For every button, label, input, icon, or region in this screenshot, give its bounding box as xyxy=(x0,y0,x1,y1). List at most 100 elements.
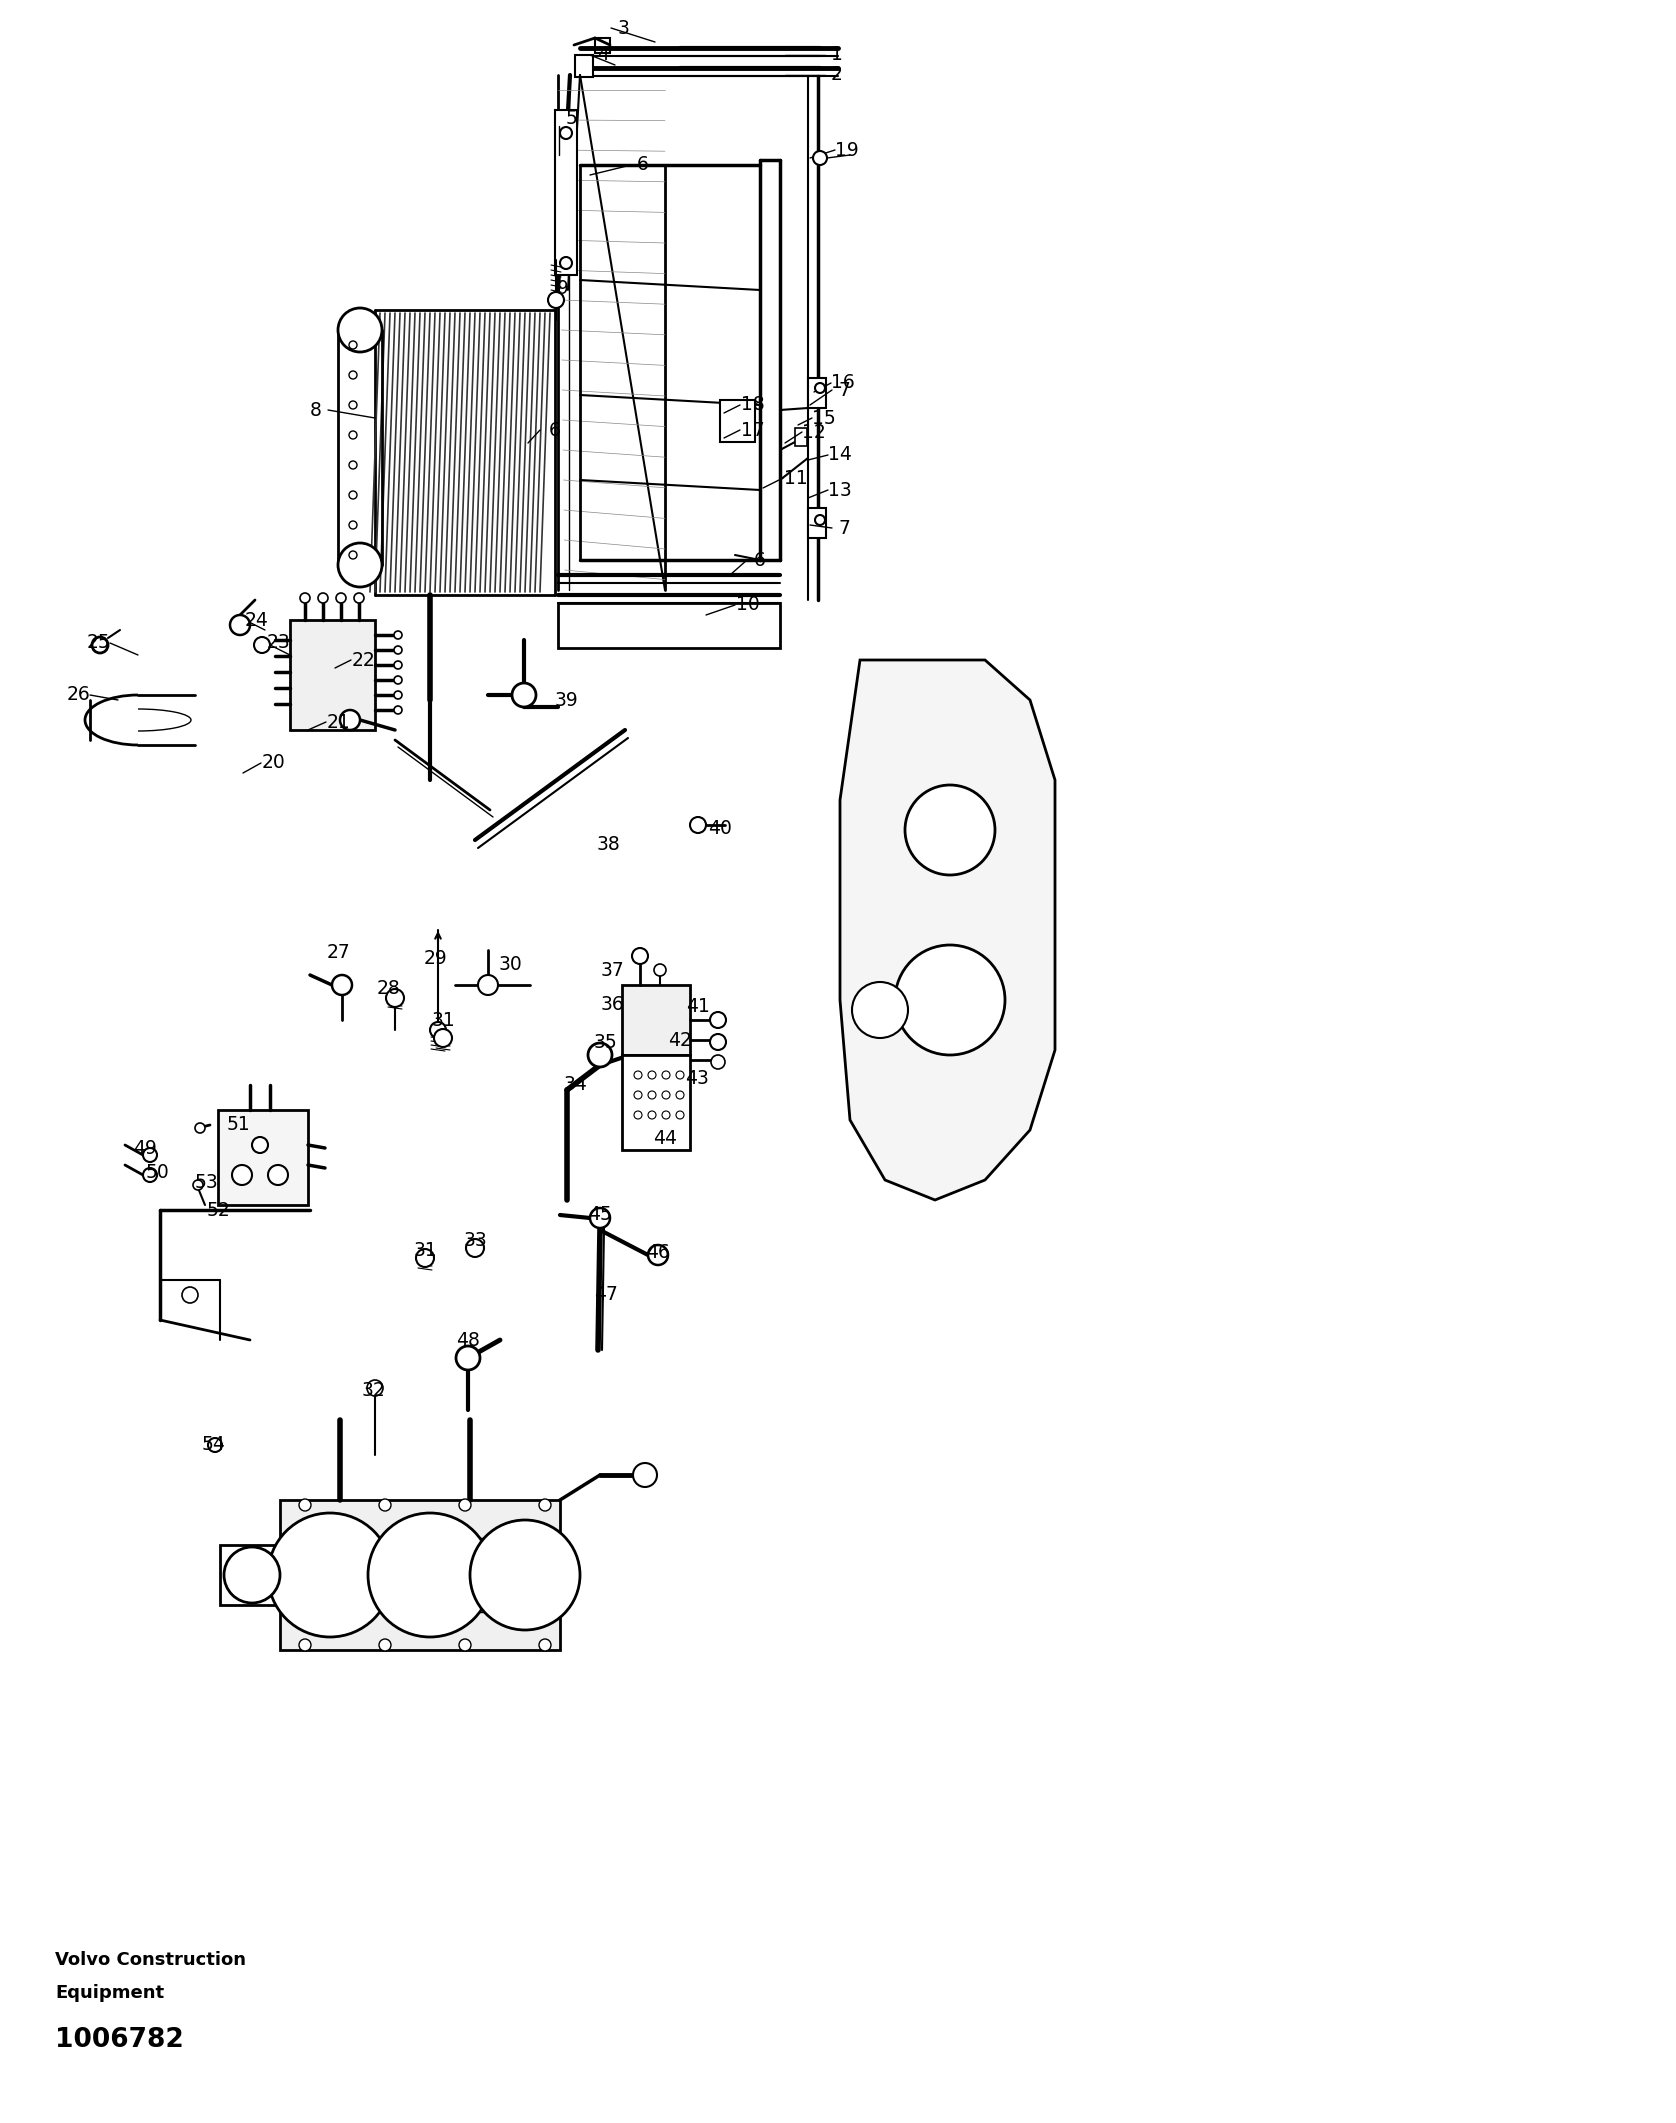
Text: 34: 34 xyxy=(563,1076,587,1095)
Text: 15: 15 xyxy=(813,408,836,427)
Text: 30: 30 xyxy=(498,955,521,974)
Text: 41: 41 xyxy=(685,998,711,1017)
Circle shape xyxy=(251,1138,268,1153)
Circle shape xyxy=(394,690,402,698)
Circle shape xyxy=(394,631,402,639)
Text: 26: 26 xyxy=(65,686,91,705)
Circle shape xyxy=(394,707,402,713)
Text: 38: 38 xyxy=(597,836,620,853)
Circle shape xyxy=(851,983,908,1038)
Bar xyxy=(220,1546,285,1605)
Circle shape xyxy=(469,1520,580,1630)
Circle shape xyxy=(394,675,402,684)
Circle shape xyxy=(208,1437,221,1452)
Text: 24: 24 xyxy=(245,611,268,631)
Bar xyxy=(622,985,691,1055)
Circle shape xyxy=(349,552,357,558)
Bar xyxy=(555,110,577,276)
Text: 21: 21 xyxy=(327,713,350,732)
Text: 36: 36 xyxy=(600,996,623,1015)
Text: 33: 33 xyxy=(463,1231,486,1250)
Circle shape xyxy=(339,543,382,586)
Circle shape xyxy=(815,382,825,393)
Circle shape xyxy=(634,1110,642,1119)
Circle shape xyxy=(255,637,270,654)
Text: 37: 37 xyxy=(600,960,623,979)
Text: 18: 18 xyxy=(741,395,764,414)
Circle shape xyxy=(459,1639,471,1652)
Text: 44: 44 xyxy=(654,1129,677,1149)
Polygon shape xyxy=(840,660,1054,1199)
Circle shape xyxy=(225,1548,280,1603)
Circle shape xyxy=(649,1244,669,1265)
Circle shape xyxy=(540,1639,551,1652)
Circle shape xyxy=(560,127,572,138)
Bar xyxy=(808,378,826,408)
Bar xyxy=(808,507,826,537)
Bar xyxy=(290,620,375,730)
Text: 43: 43 xyxy=(685,1068,709,1087)
Circle shape xyxy=(367,1380,384,1397)
Circle shape xyxy=(318,592,328,603)
Circle shape xyxy=(194,1123,204,1134)
Text: 17: 17 xyxy=(741,420,764,439)
Text: 49: 49 xyxy=(132,1138,158,1157)
Text: 9: 9 xyxy=(556,278,568,297)
Circle shape xyxy=(466,1240,484,1257)
Circle shape xyxy=(649,1110,655,1119)
Text: Volvo Construction: Volvo Construction xyxy=(55,1951,246,1968)
Text: 13: 13 xyxy=(828,480,851,499)
Circle shape xyxy=(349,372,357,380)
Circle shape xyxy=(588,1042,612,1068)
Circle shape xyxy=(711,1055,726,1070)
Bar xyxy=(794,429,808,446)
Circle shape xyxy=(548,293,565,308)
Circle shape xyxy=(649,1091,655,1100)
Circle shape xyxy=(649,1070,655,1078)
Text: 23: 23 xyxy=(266,633,290,652)
Text: 40: 40 xyxy=(707,819,732,836)
Text: 42: 42 xyxy=(669,1030,692,1049)
Circle shape xyxy=(813,151,826,166)
Circle shape xyxy=(298,1499,312,1512)
Circle shape xyxy=(675,1110,684,1119)
Text: 1006782: 1006782 xyxy=(55,2027,184,2053)
Circle shape xyxy=(632,949,649,964)
Text: 29: 29 xyxy=(422,949,447,968)
Text: 51: 51 xyxy=(226,1115,250,1134)
Text: 47: 47 xyxy=(593,1287,618,1304)
Circle shape xyxy=(540,1499,551,1512)
Circle shape xyxy=(634,1091,642,1100)
Circle shape xyxy=(349,342,357,348)
Circle shape xyxy=(230,616,250,635)
Text: 6: 6 xyxy=(637,155,649,174)
Text: 8: 8 xyxy=(310,401,322,420)
Circle shape xyxy=(416,1248,434,1267)
Text: 11: 11 xyxy=(784,469,808,488)
Circle shape xyxy=(456,1346,479,1369)
Circle shape xyxy=(369,1514,493,1637)
Text: 19: 19 xyxy=(835,140,858,159)
Text: 46: 46 xyxy=(645,1242,670,1261)
Text: 10: 10 xyxy=(736,594,759,614)
Circle shape xyxy=(92,637,107,654)
Circle shape xyxy=(711,1034,726,1051)
Bar xyxy=(558,603,779,648)
Circle shape xyxy=(193,1180,203,1191)
Circle shape xyxy=(590,1208,610,1227)
Circle shape xyxy=(662,1110,670,1119)
Circle shape xyxy=(142,1149,158,1161)
Circle shape xyxy=(142,1168,158,1183)
Text: 53: 53 xyxy=(194,1174,218,1193)
Text: 4: 4 xyxy=(597,45,608,64)
Text: 54: 54 xyxy=(201,1435,225,1454)
Circle shape xyxy=(349,520,357,529)
Text: 14: 14 xyxy=(828,446,851,465)
Circle shape xyxy=(300,592,310,603)
Circle shape xyxy=(332,974,352,996)
Circle shape xyxy=(675,1091,684,1100)
Circle shape xyxy=(634,1070,642,1078)
Text: 7: 7 xyxy=(838,380,850,399)
Text: 27: 27 xyxy=(327,943,350,962)
Circle shape xyxy=(354,592,364,603)
